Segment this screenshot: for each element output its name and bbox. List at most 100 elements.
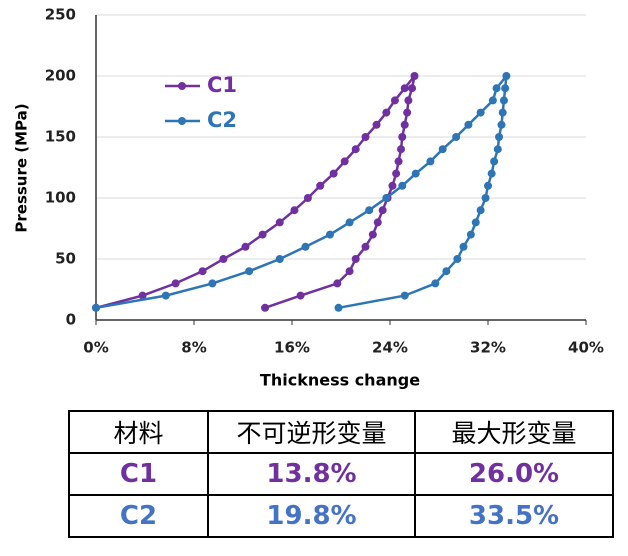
data-point [392, 169, 401, 178]
table-cell: C1 [68, 452, 209, 496]
data-point [495, 133, 504, 141]
data-point [492, 84, 501, 93]
y-tick-label: 0 [66, 311, 76, 329]
data-point [372, 120, 381, 129]
table-cell: 材料 [68, 410, 209, 454]
data-point [459, 242, 468, 251]
y-tick-label: 50 [55, 250, 76, 268]
data-point [453, 255, 462, 263]
y-tick-label: 150 [45, 128, 76, 146]
series-line [95, 75, 416, 310]
data-point [361, 242, 370, 251]
data-point [484, 181, 492, 190]
data-point [378, 206, 387, 215]
table-cell: 19.8% [207, 494, 416, 538]
data-point [398, 133, 407, 141]
data-point [501, 84, 510, 93]
data-point [261, 303, 270, 312]
table-row: C1 13.8% 26.0% [68, 452, 614, 496]
data-point [502, 72, 511, 80]
data-point [138, 291, 147, 300]
data-point [466, 230, 475, 239]
data-point [394, 157, 403, 166]
x-tick-label: 0% [83, 339, 108, 357]
x-tick-label: 16% [274, 339, 310, 357]
data-point [340, 157, 349, 166]
data-point [290, 206, 299, 215]
y-tick-label: 250 [45, 6, 76, 24]
data-point [161, 291, 170, 300]
table-row: C2 19.8% 33.5% [68, 494, 614, 538]
data-point [171, 279, 180, 288]
data-point [208, 279, 217, 288]
table-cell: 最大形变量 [414, 410, 614, 454]
data-point [471, 218, 480, 227]
data-point [275, 218, 284, 227]
data-point [333, 279, 342, 288]
data-point [92, 303, 100, 312]
data-point [497, 120, 506, 129]
data-point [404, 96, 413, 105]
data-point [365, 206, 374, 215]
data-point [464, 120, 473, 129]
data-point [487, 169, 496, 178]
data-point [390, 96, 399, 105]
data-point [241, 242, 250, 251]
data-point [400, 84, 409, 93]
data-point [351, 145, 360, 154]
x-tick-label: 24% [372, 339, 408, 357]
data-point [373, 218, 382, 227]
data-point [442, 267, 451, 276]
legend-label: C2 [207, 108, 237, 132]
data-point [411, 169, 420, 178]
y-axis-title: Pressure (MPa) [13, 103, 31, 232]
data-point [258, 230, 267, 239]
table-cell: 不可逆形变量 [207, 410, 416, 454]
data-point [481, 194, 490, 202]
x-tick-label: 40% [568, 339, 604, 357]
data-point [301, 242, 310, 251]
data-point [408, 84, 417, 93]
data-point [245, 267, 254, 276]
data-point [316, 181, 325, 190]
y-tick-label: 200 [45, 67, 76, 85]
data-point [345, 267, 354, 276]
data-point [368, 230, 377, 239]
data-point [329, 169, 338, 178]
data-point [351, 255, 360, 263]
data-point [493, 145, 502, 154]
data-point [499, 96, 508, 105]
data-point [382, 194, 391, 202]
data-point [403, 108, 412, 117]
table-cell: 33.5% [414, 494, 614, 538]
x-tick-label: 8% [181, 339, 206, 357]
data-point [438, 145, 447, 154]
summary-table: 材料 不可逆形变量 最大形变量 C1 13.8% 26.0% C2 19.8% 33.5% [68, 410, 614, 538]
y-tick-label: 100 [45, 189, 76, 207]
data-point [398, 181, 407, 190]
data-point [334, 303, 343, 312]
data-point [296, 291, 305, 300]
data-point [361, 133, 370, 141]
legend-marker [178, 82, 186, 90]
data-point [345, 218, 354, 227]
table-cell: 13.8% [207, 452, 416, 496]
data-point [476, 108, 485, 117]
data-point [452, 133, 461, 141]
data-point [400, 120, 409, 129]
data-point [476, 206, 485, 215]
data-point [275, 255, 284, 263]
x-tick-label: 32% [470, 339, 506, 357]
data-point [488, 96, 497, 105]
data-point [397, 145, 406, 154]
data-point [498, 108, 507, 117]
chart: Thickness change Pressure (MPa) 0 50 100 15… [13, 6, 604, 390]
data-point [490, 157, 499, 166]
data-point [431, 279, 440, 288]
data-point [198, 267, 207, 276]
data-point [426, 157, 435, 166]
table-row: 材料 不可逆形变量 最大形变量 [68, 410, 614, 454]
data-point [382, 108, 391, 117]
legend-marker [178, 117, 186, 125]
